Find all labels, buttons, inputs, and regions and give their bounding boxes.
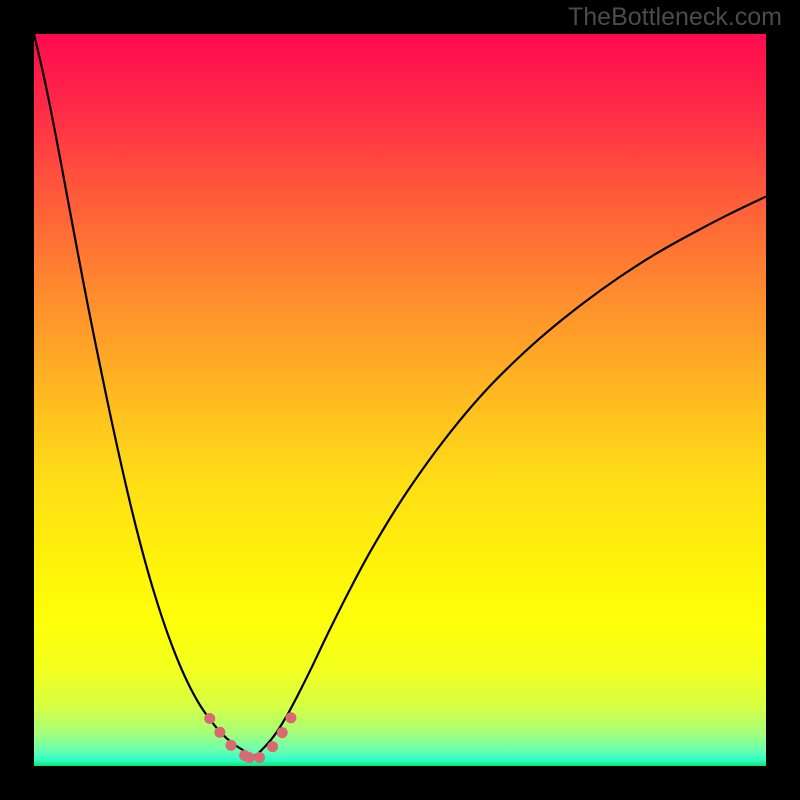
- marker-left: [210, 718, 250, 757]
- bottleneck-curve: [34, 34, 766, 756]
- marker-right: [259, 706, 297, 758]
- bottleneck-marker: [210, 706, 298, 758]
- plot-area: [34, 34, 766, 766]
- watermark-text: TheBottleneck.com: [568, 3, 782, 32]
- curve-layer: [34, 34, 766, 766]
